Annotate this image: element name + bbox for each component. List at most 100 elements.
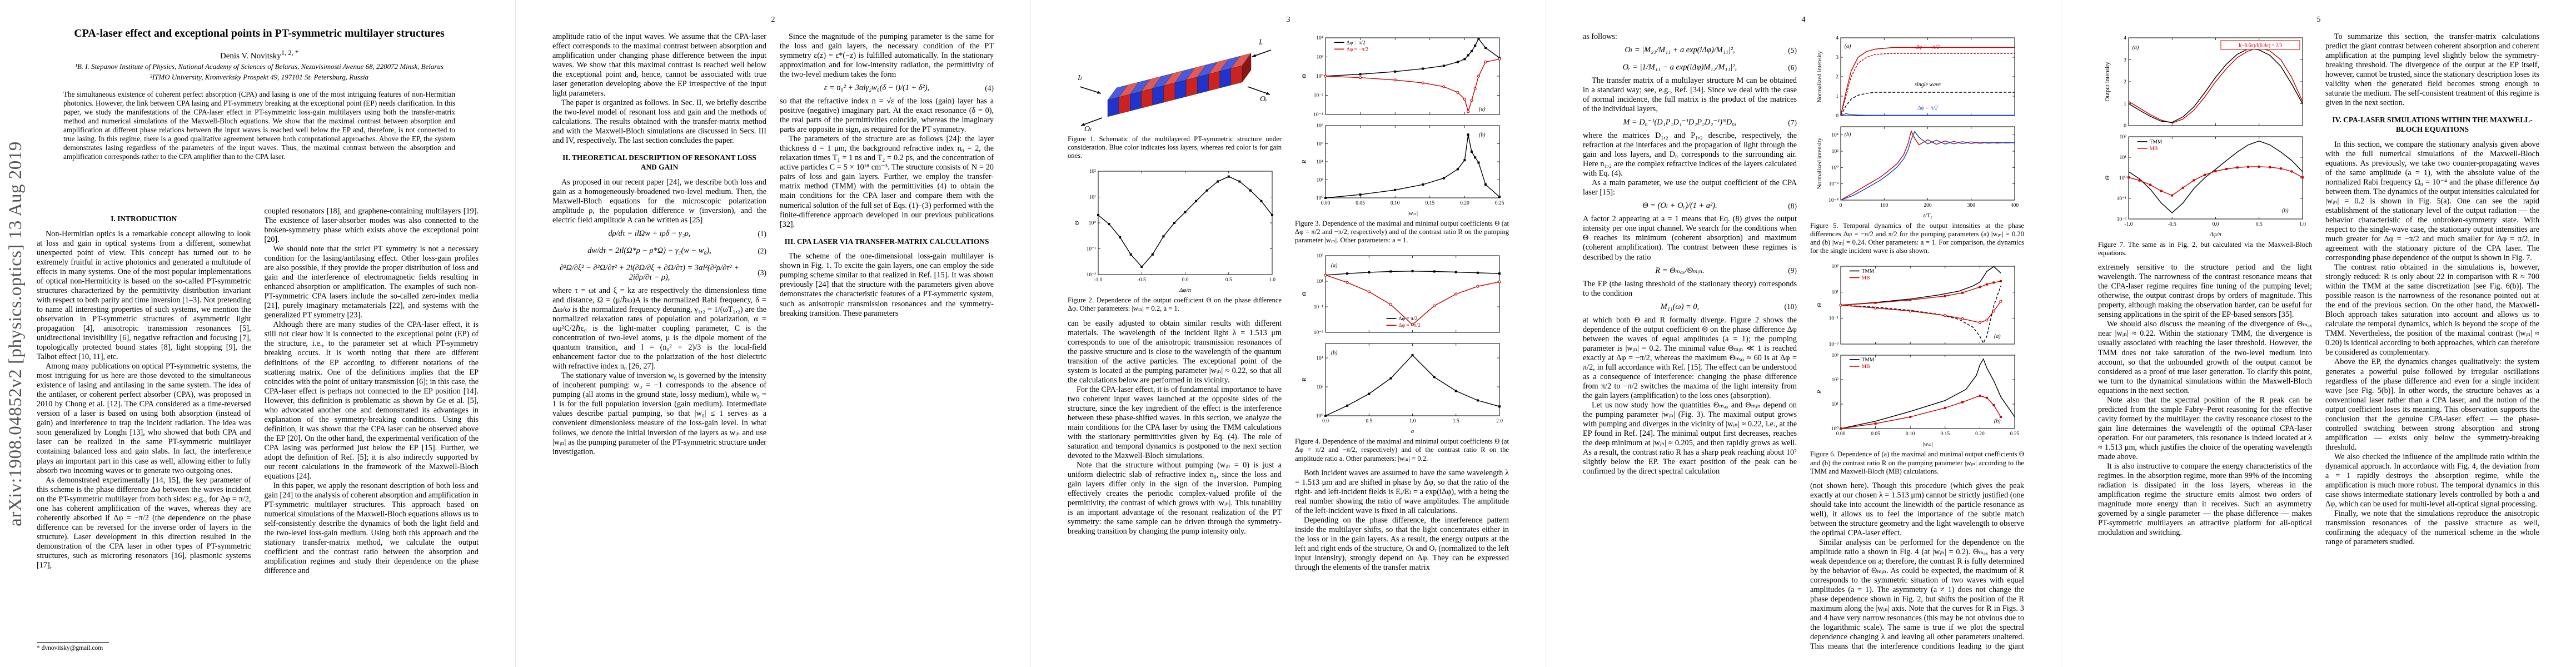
page-2: 2 amplitude ratio of the input waves. We… <box>515 0 1030 667</box>
svg-text:10⁻¹: 10⁻¹ <box>2116 196 2126 202</box>
paragraph: as follows: <box>1583 32 1617 41</box>
svg-text:0.20: 0.20 <box>1460 201 1469 206</box>
svg-text:10⁴: 10⁴ <box>1831 133 1839 138</box>
svg-text:10²: 10² <box>1316 55 1323 61</box>
paragraph: can be easily adjusted to obtain similar… <box>1068 318 1282 385</box>
svg-text:Oᵣ: Oᵣ <box>1260 95 1268 103</box>
svg-text:10³: 10³ <box>1831 264 1838 270</box>
svg-text:10²: 10² <box>1831 377 1838 383</box>
svg-text:Δφ/π: Δφ/π <box>2209 231 2221 238</box>
figure-7-caption: Figure 7. The same as in Fig. 2, but cal… <box>2098 241 2312 257</box>
paragraph: (not shown here). Though this procedure … <box>1810 481 2024 537</box>
section-heading-mb-simulations: IV. CPA-LASER SIMULATIONS WITHIN THE MAX… <box>2332 116 2533 133</box>
equation-body: dρ/dτ = ilΩw + iρδ − γ₂ρ, <box>608 229 691 238</box>
svg-text:-1.0: -1.0 <box>2124 222 2132 227</box>
paragraph: Since the magnitude of the pumping param… <box>780 32 994 79</box>
svg-text:Iₗ: Iₗ <box>1077 74 1082 82</box>
svg-text:R: R <box>1301 160 1308 164</box>
svg-text:10⁰: 10⁰ <box>1088 221 1096 226</box>
page-3: 3 Iₗ Oₗ Iᵣ Oᵣ Figure 1. Schematic of the mu… <box>1030 0 1546 667</box>
figure-3: 10⁻⁴ 10⁻² 10⁰ 10² 10⁴ Δφ = π/2 Δφ = −π/2 (a) Θ 0… <box>1295 33 1509 245</box>
paragraph: In this paper, we apply the resonant des… <box>264 481 479 576</box>
paragraph: As demonstrated experimentally [14, 15],… <box>37 475 251 570</box>
equation-body: M = D₀⁻¹(D₁P₁D₁⁻¹D₂P₂D₂⁻¹)ᴺD₀, <box>1623 118 1737 127</box>
equation-body: ∂²Ω/∂ξ² − ∂²Ω/∂τ² + 2i(∂Ω/∂ξ + ∂Ω/∂τ) = … <box>560 263 739 282</box>
svg-text:0.0: 0.0 <box>1322 419 1329 424</box>
svg-text:Δφ = π/2: Δφ = π/2 <box>1346 40 1365 46</box>
figure-3-panel-a: 10⁻⁴ 10⁻² 10⁰ 10² 10⁴ Δφ = π/2Δφ = −π/2 (a) Θ <box>1301 36 1501 118</box>
paper-title: CPA-laser effect and exceptional points … <box>74 27 445 39</box>
footnote: * dvnovitsky@gmail.com <box>37 639 251 651</box>
svg-text:10⁰: 10⁰ <box>1831 426 1838 432</box>
svg-text:10⁸: 10⁸ <box>1316 123 1323 129</box>
svg-text:single wave: single wave <box>1915 82 1941 88</box>
abstract: The simultaneous existence of coherent p… <box>63 89 455 161</box>
svg-text:10⁻²: 10⁻² <box>2116 217 2126 222</box>
svg-text:0.5: 0.5 <box>1366 419 1372 424</box>
footnote-rule <box>37 642 109 643</box>
paragraph: We should note that the strict PT symmet… <box>264 245 479 320</box>
figure-6-panel-b: 0.00 0.05 0.10 0.15 0.20 0.25 10⁰ 10¹ 10² 10³ TMMM… <box>1816 353 2020 447</box>
svg-text:Θ: Θ <box>2104 176 2111 180</box>
svg-text:t/T₂: t/T₂ <box>1923 212 1932 219</box>
svg-text:(b): (b) <box>2281 208 2288 214</box>
equation-6: Oᵣ = |1/M₁₁ − a exp(iΔφ)M₁₂/M₁₁|², (6) <box>1583 63 1797 72</box>
svg-text:2: 2 <box>1836 74 1838 80</box>
svg-text:10³: 10³ <box>1316 253 1323 259</box>
svg-text:TMM: TMM <box>1861 357 1874 363</box>
svg-text:Δφ = −π/2: Δφ = −π/2 <box>1346 47 1368 52</box>
svg-text:Δφ = π/2: Δφ = π/2 <box>1398 316 1417 322</box>
page-5-column-left: 0 1 2 3 4 I(−0.6π)/I(0.4π) = 2/3 (a) Output int… <box>2098 32 2312 653</box>
svg-text:1.0: 1.0 <box>1409 419 1416 424</box>
svg-text:(b): (b) <box>1844 132 1851 138</box>
svg-text:Θ: Θ <box>1301 74 1308 78</box>
equation-body: Oᵣ = |1/M₁₁ − a exp(iΔφ)M₁₂/M₁₁|², <box>1622 63 1737 72</box>
svg-text:0: 0 <box>1836 113 1838 119</box>
figure-5-panel-b: 0 100 200 300 400 10⁻⁴ 10⁻² 10⁰ 10² 10⁴ (b) t/T₂ Nor… <box>1816 126 2019 219</box>
page-2-columns: amplitude ratio of the input waves. We a… <box>552 32 994 653</box>
svg-text:0.00: 0.00 <box>1321 201 1330 206</box>
page-1-columns: I. INTRODUCTION Non-Hermitian optics is … <box>37 207 479 651</box>
svg-text:10¹: 10¹ <box>2119 155 2126 161</box>
svg-text:0.10: 0.10 <box>1905 431 1915 437</box>
footnote-email: * dvnovitsky@gmail.com <box>37 645 103 651</box>
figure-2-caption: Figure 2. Dependence of the output coeff… <box>1068 296 1282 313</box>
paragraph: Although there are many studies of the C… <box>264 320 479 481</box>
svg-text:0.15: 0.15 <box>1940 431 1950 437</box>
svg-text:3: 3 <box>2124 58 2126 63</box>
svg-text:Δφ/π: Δφ/π <box>1178 287 1191 293</box>
paragraph: coupled resonators [18], and graphene-co… <box>264 207 479 245</box>
svg-text:Δφ = −π/2: Δφ = −π/2 <box>1915 44 1940 51</box>
svg-text:10²: 10² <box>1316 178 1323 183</box>
svg-text:MB: MB <box>1861 364 1870 370</box>
svg-text:-0.5: -0.5 <box>1137 277 1145 283</box>
svg-text:Θ: Θ <box>1301 292 1308 296</box>
svg-text:10⁴: 10⁴ <box>1316 36 1324 41</box>
svg-text:(b): (b) <box>1478 132 1485 138</box>
svg-text:10⁻¹: 10⁻¹ <box>1086 247 1096 252</box>
svg-text:10¹: 10¹ <box>1316 279 1323 285</box>
figure-7-panel-a: 0 1 2 3 4 I(−0.6π)/I(0.4π) = 2/3 (a) Output int… <box>2104 36 2303 129</box>
svg-text:200: 200 <box>1924 203 1932 208</box>
svg-text:0.5: 0.5 <box>2255 222 2262 227</box>
svg-text:Normalized intensity: Normalized intensity <box>1816 51 1823 102</box>
svg-text:10⁴: 10⁴ <box>1316 160 1324 165</box>
svg-text:10²: 10² <box>1831 149 1838 155</box>
paragraph: We should also discuss the meaning of th… <box>2098 320 2312 395</box>
svg-text:10⁻²: 10⁻² <box>1828 182 1838 187</box>
svg-text:(a): (a) <box>1844 43 1851 49</box>
page-number: 4 <box>1801 16 1806 24</box>
svg-text:100: 100 <box>1880 203 1889 208</box>
svg-text:TMM: TMM <box>2149 140 2162 145</box>
figure-3-panel-b: 0.00 0.05 0.10 0.15 0.20 0.25 10⁰ 10² 10⁴ 10⁶ 10⁸ (… <box>1301 123 1504 217</box>
section-heading-theory: II. THEORETICAL DESCRIPTION OF RESONANT … <box>562 153 756 172</box>
svg-text:10²: 10² <box>2119 135 2126 140</box>
equation-body: M₁₁(ω) = 0, <box>1660 302 1700 311</box>
svg-text:Δφ = π/2: Δφ = π/2 <box>1917 105 1937 111</box>
svg-text:I(−0.6π)/I(0.4π) = 2/3: I(−0.6π)/I(0.4π) = 2/3 <box>2238 43 2282 48</box>
figure-1-caption: Figure 1. Schematic of the multilayered … <box>1068 135 1282 160</box>
page-3-columns: Iₗ Oₗ Iᵣ Oᵣ Figure 1. Schematic of the mult… <box>1068 32 1509 653</box>
page-number: 3 <box>1286 16 1291 24</box>
